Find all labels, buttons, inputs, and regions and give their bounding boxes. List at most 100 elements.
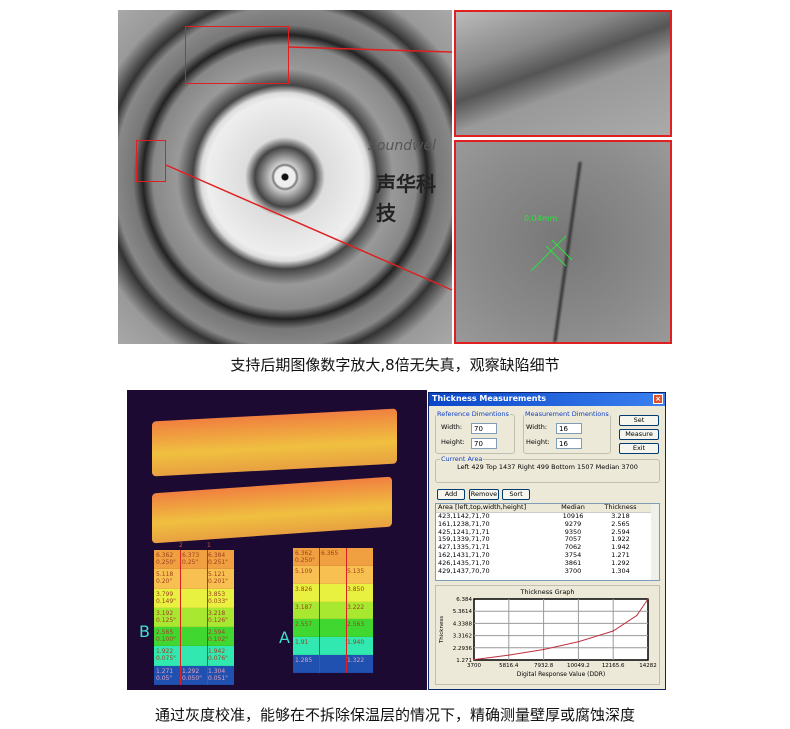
table-row[interactable]: 162,1431,71,70 3754 1.271 bbox=[436, 551, 659, 560]
col-thickness[interactable]: Thickness bbox=[604, 503, 637, 511]
reference-dimensions-group: Reference Dimentions bbox=[435, 410, 515, 454]
meas-width-input[interactable]: 16 bbox=[556, 423, 582, 434]
xray-image: Soundwel 声华科技 bbox=[118, 10, 452, 344]
table-row[interactable]: 159,1339,71,70 7057 1.922 bbox=[436, 536, 659, 544]
cell: 1.304 bbox=[611, 566, 630, 575]
thickness-value bbox=[182, 571, 206, 585]
ref-width-input[interactable]: 70 bbox=[471, 423, 497, 434]
cell: 426,1435,71,70 bbox=[438, 559, 490, 567]
cell: 2.594 bbox=[611, 527, 630, 536]
add-button[interactable]: Add bbox=[437, 489, 465, 500]
col-area[interactable]: Area [left,top,width,height] bbox=[438, 504, 527, 511]
pipe-section-2 bbox=[152, 476, 392, 544]
thickness-value: 5.109 bbox=[295, 567, 313, 575]
thickness-value: 1.322 bbox=[347, 657, 365, 665]
list-scrollbar[interactable] bbox=[651, 504, 659, 580]
cell: 1.292 bbox=[611, 558, 630, 567]
table-row[interactable]: 426,1435,71,70 3861 1.292 bbox=[436, 558, 659, 568]
cell: 159,1339,71,70 bbox=[438, 536, 490, 544]
thickness-value bbox=[321, 621, 345, 634]
table-row[interactable]: 427,1335,71,71 7062 1.942 bbox=[436, 543, 659, 552]
group-legend: Current Area bbox=[441, 455, 483, 463]
current-area-group: Current Area Left 429 Top 1437 Right 499… bbox=[435, 455, 660, 483]
cell: 425,1241,71,71 bbox=[438, 528, 490, 536]
thickness-band: 1.91 1.940 bbox=[293, 637, 373, 656]
thickness-value bbox=[182, 648, 206, 662]
measurement-dimensions-group: Measurement Dimentions bbox=[523, 410, 611, 454]
meas-height-input[interactable]: 16 bbox=[556, 438, 582, 449]
cell: 2.565 bbox=[611, 519, 630, 528]
cell: 3.218 bbox=[611, 512, 630, 520]
table-row[interactable]: 429,1437,70,70 3700 1.304 bbox=[436, 566, 659, 576]
thickness-band: 3.826 3.850 bbox=[293, 583, 373, 602]
thickness-value bbox=[321, 639, 345, 652]
cell: 429,1437,70,70 bbox=[438, 567, 490, 575]
data-point bbox=[577, 641, 579, 643]
thickness-value bbox=[321, 657, 345, 670]
close-button[interactable]: × bbox=[653, 394, 663, 404]
current-area-text: Left 429 Top 1437 Right 499 Bottom 1507 … bbox=[457, 463, 638, 471]
thickness-value: 3.192 0.125" bbox=[156, 609, 176, 624]
exit-button[interactable]: Exit bbox=[619, 443, 659, 454]
measure-label: 0.04mm bbox=[524, 214, 558, 223]
thickness-band: 6.362 0.250" 6.365 bbox=[293, 548, 373, 566]
cell: 162,1431,71,70 bbox=[438, 551, 490, 559]
thickness-value bbox=[182, 629, 206, 643]
thickness-value: 6.365 bbox=[321, 550, 339, 557]
thickness-band: 3.799 0.149" 3.853 0.033" bbox=[154, 588, 234, 608]
group-legend: Reference Dimentions bbox=[437, 410, 509, 418]
col-number: 2 bbox=[179, 542, 183, 549]
data-point bbox=[473, 659, 475, 661]
thickness-measurements-dialog: Thickness Measurements × Reference Diment… bbox=[428, 392, 666, 690]
data-point bbox=[542, 648, 545, 651]
remove-button[interactable]: Remove bbox=[469, 489, 499, 500]
thickness-value bbox=[321, 604, 345, 617]
thickness-value bbox=[347, 550, 371, 563]
thickness-band: 2.565 0.100" 2.594 0.102" bbox=[154, 627, 234, 647]
top-caption: 支持后期图像数字放大,8倍无失真，观察缺陷细节 bbox=[230, 356, 560, 374]
dialog-title-bar: Thickness Measurements × bbox=[429, 393, 665, 406]
thickness-bar-a: 6.362 0.250" 6.365 5.109 5.135 3.826 3.850 3.1… bbox=[293, 548, 373, 674]
cell: 423,1142,71,70 bbox=[438, 513, 490, 520]
thickness-band: 3.187 3.222 bbox=[293, 601, 373, 620]
thickness-value: 3.799 0.149" bbox=[156, 590, 176, 605]
ref-height-input[interactable]: 70 bbox=[471, 438, 497, 449]
connector-lines bbox=[165, 46, 453, 291]
thickness-value: 2.557 bbox=[295, 621, 313, 629]
thickness-value: 5.121 0.201" bbox=[208, 571, 228, 586]
thickness-value: 6.362 0.250" bbox=[295, 550, 315, 563]
thickness-value: 6.373 0.25" bbox=[182, 552, 200, 566]
table-row[interactable]: 425,1241,71,71 9350 2.594 bbox=[436, 527, 659, 537]
cell: 7057 bbox=[564, 535, 582, 544]
cell: 7062 bbox=[564, 543, 582, 552]
x-tick-label: 12165.6 bbox=[602, 663, 625, 669]
x-tick-label: 5816.4 bbox=[499, 663, 519, 669]
set-button[interactable]: Set bbox=[619, 415, 659, 426]
thickness-bar-b: 6.362 0.250" 6.373 0.25" 6.384 0.251" 5.118… bbox=[154, 550, 234, 685]
cell: 427,1335,71,71 bbox=[438, 544, 490, 552]
y-tick-label: 3.3162 bbox=[453, 634, 472, 640]
cell: 1.942 bbox=[611, 543, 630, 552]
sort-button[interactable]: Sort bbox=[502, 489, 530, 500]
thickness-band: 2.557 2.563 bbox=[293, 619, 373, 638]
zoom-detail-top bbox=[454, 10, 672, 137]
thickness-band: 5.109 5.135 bbox=[293, 565, 373, 584]
thickness-value: 1.942 0.076" bbox=[208, 648, 228, 663]
table-row[interactable]: 161,1238,71,70 9279 2.565 bbox=[436, 519, 659, 529]
list-header: Area [left,top,width,height] Median Thic… bbox=[436, 504, 659, 513]
measure-button[interactable]: Measure bbox=[619, 429, 659, 440]
area-list[interactable]: Area [left,top,width,height] Median Thic… bbox=[435, 503, 660, 581]
table-row[interactable]: 423,1142,71,70 10916 3.218 bbox=[436, 512, 659, 521]
thickness-band: 6.362 0.250" 6.373 0.25" 6.384 0.251" bbox=[154, 550, 234, 570]
x-tick-label: 3700 bbox=[467, 663, 481, 669]
thickness-band: 5.118 0.20" 5.121 0.201" bbox=[154, 569, 234, 589]
thickness-value: 5.118 0.20" bbox=[156, 571, 174, 586]
plot-area bbox=[473, 598, 649, 661]
dialog-title: Thickness Measurements bbox=[432, 394, 547, 403]
thickness-value: 2.565 0.100" bbox=[156, 629, 176, 644]
col-median[interactable]: Median bbox=[561, 503, 585, 511]
measure-marker bbox=[530, 235, 573, 272]
x-tick-label: 10049.2 bbox=[567, 663, 590, 669]
thickness-value: 3.222 bbox=[347, 603, 365, 611]
cell: 10916 bbox=[562, 512, 584, 520]
